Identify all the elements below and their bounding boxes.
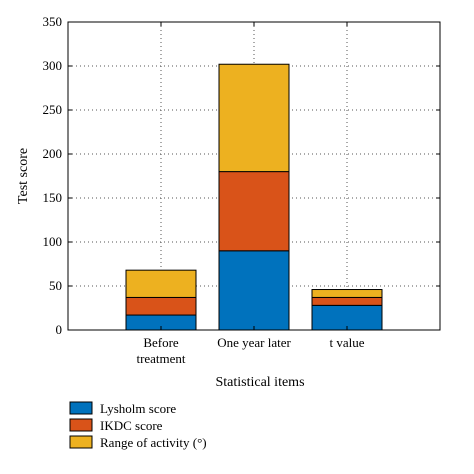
bar-ikdc-score-1 (125, 296, 197, 316)
y-tick-label: 50 (49, 278, 62, 293)
legend-label: Range of activity (°) (100, 435, 207, 450)
y-axis: 0 50 100 150 200 250 300 350 (43, 14, 440, 337)
bar-range-of-activity-2 (218, 63, 290, 173)
bar-lysholm-score-3 (311, 304, 383, 331)
legend-swatch (69, 418, 93, 432)
x-tick-label: Before treatment (136, 335, 185, 366)
bar-lysholm-score-2 (218, 250, 290, 331)
y-tick-label: 150 (43, 190, 63, 205)
x-tick-label: t value (329, 335, 364, 350)
legend-swatch (69, 401, 93, 415)
bars (125, 63, 383, 331)
bar-range-of-activity-3 (311, 289, 383, 298)
x-axis-title: Statistical items (215, 375, 304, 390)
legend-swatch (69, 435, 93, 449)
legend-label: IKDC score (100, 418, 163, 433)
bar-ikdc-score-3 (311, 296, 383, 306)
bar-ikdc-score-2 (218, 171, 290, 252)
y-axis-title: Test score (16, 148, 31, 204)
legend-label: Lysholm score (100, 401, 176, 416)
x-tick-label: One year later (217, 335, 291, 350)
y-tick-label: 250 (43, 102, 63, 117)
y-tick-label: 350 (43, 14, 63, 29)
x-axis: Before treatment One year later t value (136, 22, 365, 366)
bar-range-of-activity-1 (125, 269, 197, 298)
y-tick-label: 200 (43, 146, 63, 161)
y-tick-label: 100 (43, 234, 63, 249)
y-tick-label: 0 (56, 322, 63, 337)
legend: Lysholm score IKDC score Range of activity… (69, 401, 207, 450)
y-tick-label: 300 (43, 58, 63, 73)
